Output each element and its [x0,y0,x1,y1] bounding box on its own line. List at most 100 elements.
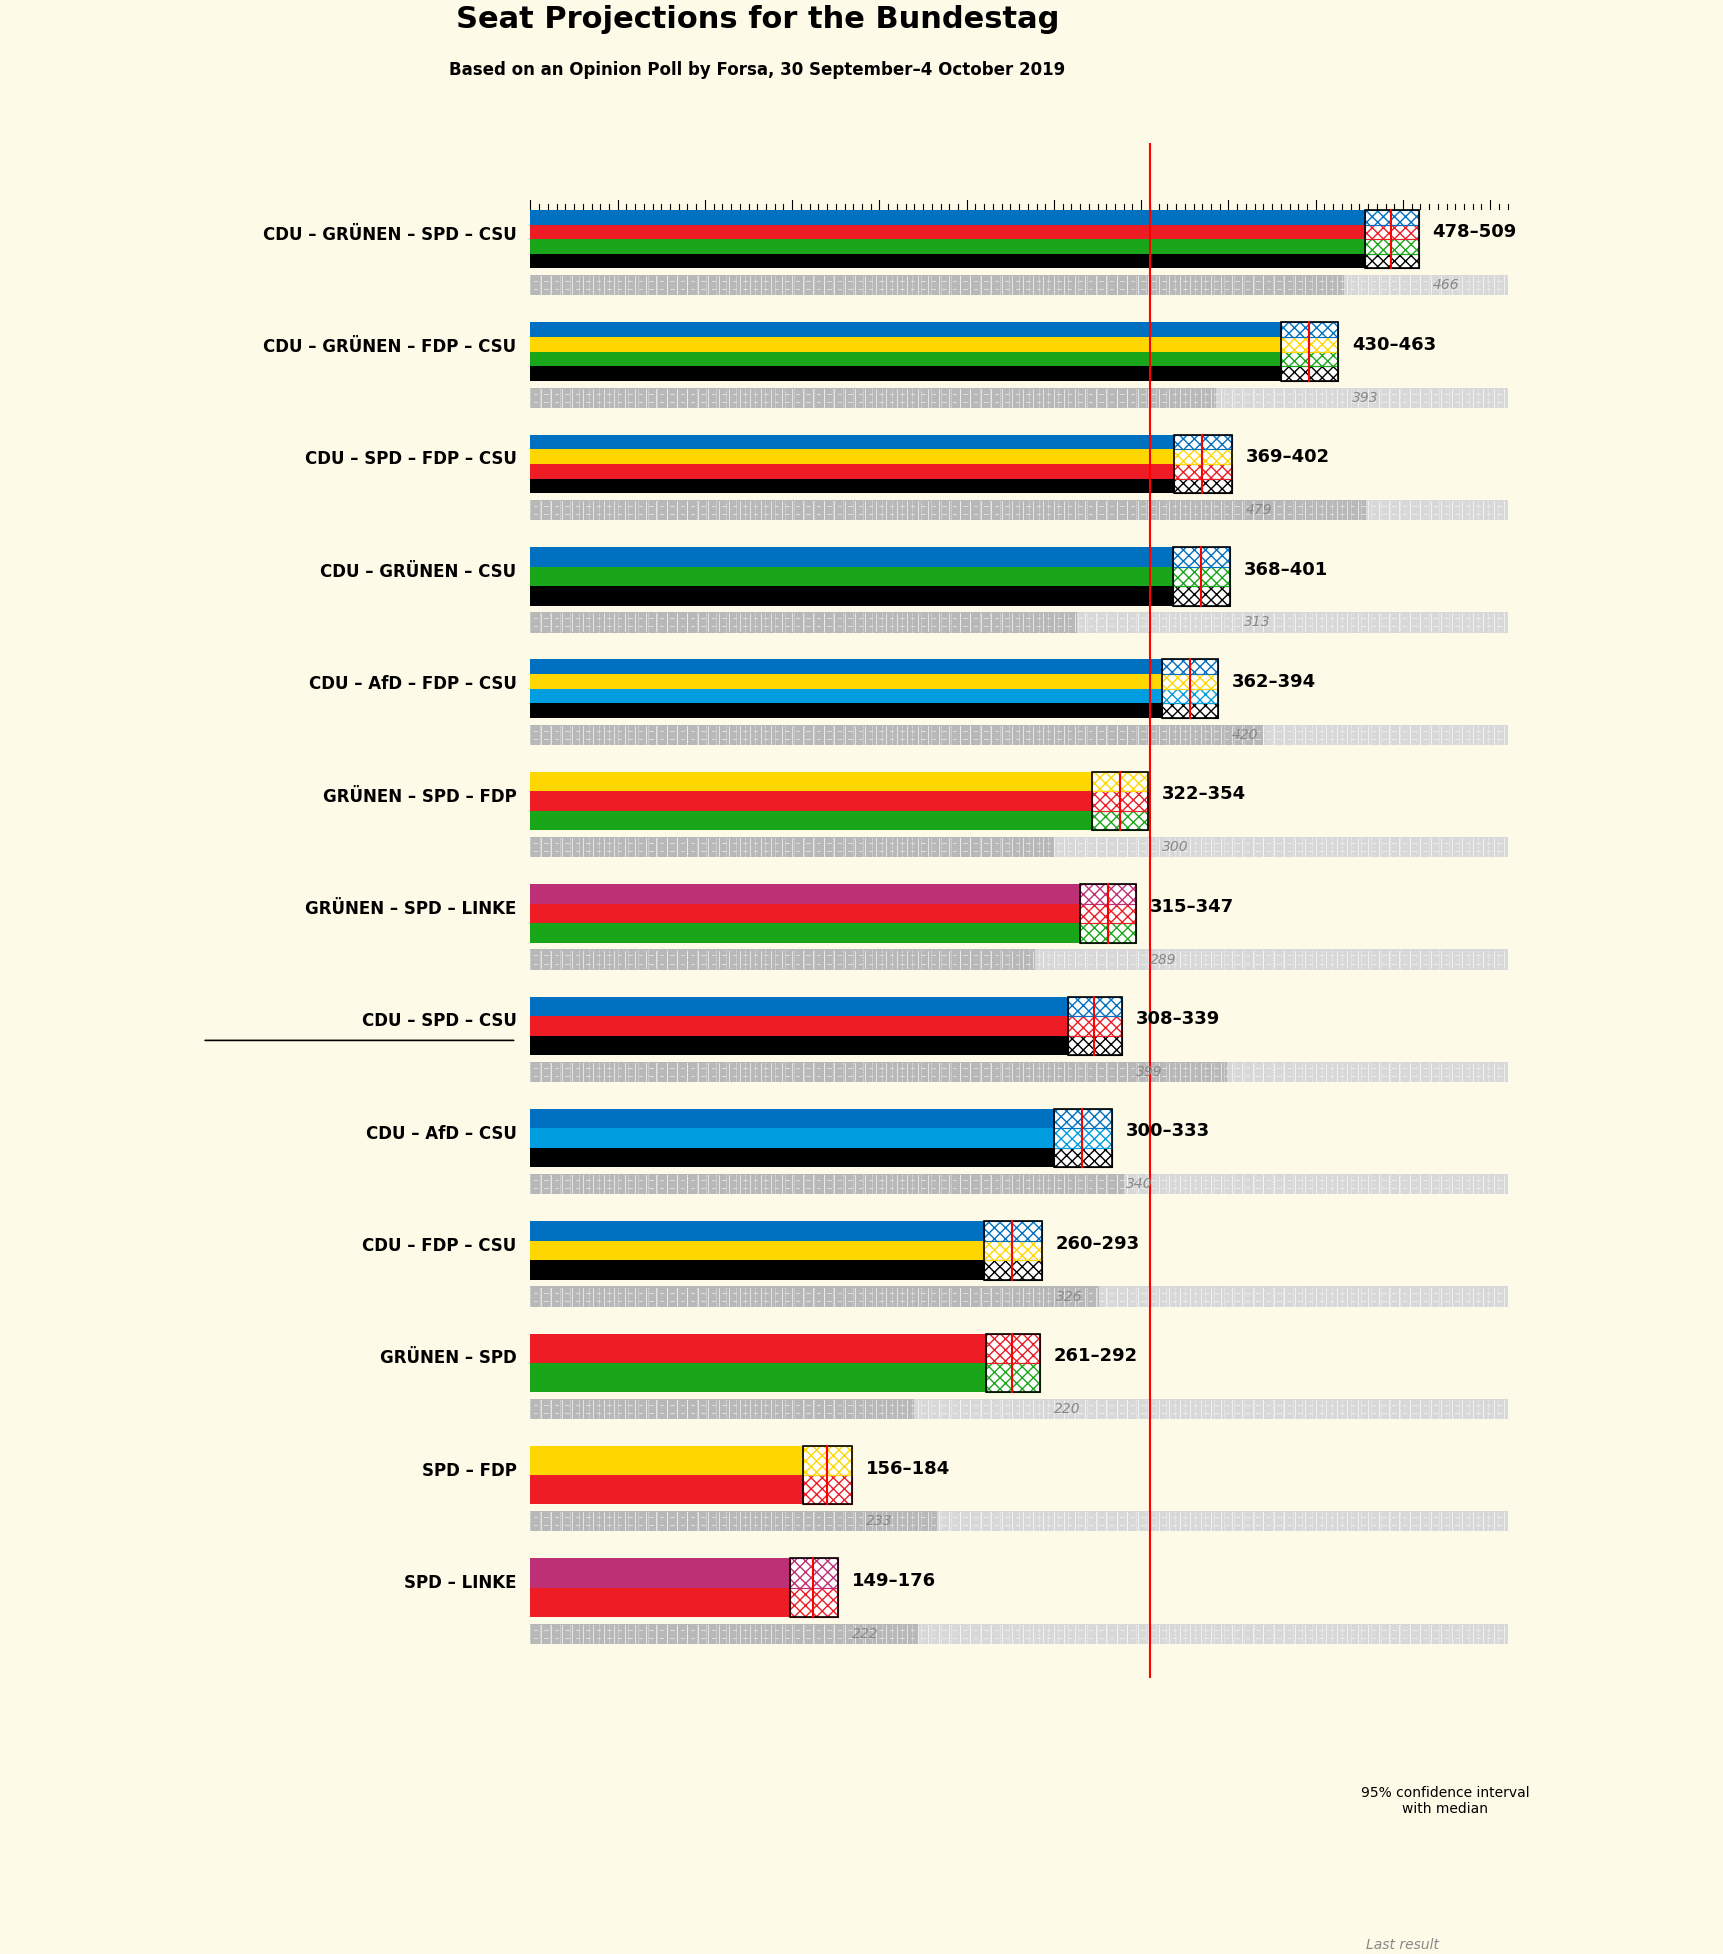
Bar [1172,567,1230,586]
Bar [531,1559,837,1589]
Bar [1339,1829,1454,1868]
Bar [531,387,1215,408]
Bar [1365,225,1418,238]
Text: CDU – GRÜNEN – CSU: CDU – GRÜNEN – CSU [320,563,517,580]
Bar [531,1016,1122,1036]
Bar [531,276,1342,295]
Text: 313: 313 [1244,616,1270,629]
Bar [531,1147,1111,1167]
Bar [1092,772,1148,791]
Bar [531,688,1216,703]
Bar [1080,922,1135,942]
Bar [531,1510,1508,1532]
Bar [531,1624,1508,1643]
Text: 315–347: 315–347 [1149,897,1234,916]
Text: 393: 393 [1351,391,1378,404]
Bar [531,365,1337,381]
Bar [984,1221,1041,1280]
Bar [531,1061,1508,1083]
Bar [531,352,1337,365]
Bar [1172,586,1230,606]
Bar [531,1036,1122,1055]
Bar [1067,997,1122,1055]
Bar [531,903,1135,922]
Text: 260–293: 260–293 [1054,1235,1139,1253]
Bar [531,660,1216,674]
Bar [1280,322,1337,381]
Bar [531,387,1508,408]
Bar [531,1510,937,1532]
Bar [531,238,1418,254]
Bar [1173,434,1232,449]
Bar [531,997,1122,1016]
Bar [803,1475,851,1505]
Bar [791,1559,837,1616]
Bar [1172,547,1230,606]
Bar [984,1221,1041,1241]
Text: CDU – AfD – CSU: CDU – AfD – CSU [365,1126,517,1143]
Bar [1067,997,1122,1055]
Bar [531,1174,1123,1194]
Bar [531,1589,837,1616]
Bar [1173,449,1232,463]
Bar [986,1335,1039,1391]
Text: Last result: Last result [1366,1938,1439,1952]
Bar [803,1446,851,1505]
Bar [1280,322,1337,381]
Bar [531,586,1230,606]
Bar [531,725,1263,744]
Text: 466: 466 [1432,277,1458,293]
Bar [531,209,1418,225]
Bar [986,1335,1039,1362]
Bar [984,1221,1041,1280]
Bar [1280,365,1337,381]
Text: 300–333: 300–333 [1125,1122,1210,1141]
Bar [531,703,1216,717]
Bar [1067,997,1122,1016]
Bar [1280,352,1337,365]
Bar [1161,688,1216,703]
Bar [1080,903,1135,922]
Bar [531,811,1148,830]
Bar [1172,547,1230,606]
Bar [531,1260,1041,1280]
Text: 399: 399 [1135,1065,1161,1079]
Bar [1067,1016,1122,1036]
Bar [1173,479,1232,492]
Bar [986,1335,1039,1391]
Bar [531,1061,1227,1083]
Bar [531,254,1418,268]
Bar [1173,434,1232,492]
Bar [531,1221,1041,1241]
Bar [531,336,1337,352]
Text: SPD – LINKE: SPD – LINKE [403,1575,517,1593]
Text: CDU – GRÜNEN – FDP – CSU: CDU – GRÜNEN – FDP – CSU [264,338,517,356]
Bar [531,674,1216,688]
Bar [984,1241,1041,1260]
Bar [1280,336,1337,352]
Bar [1161,674,1216,688]
Bar [531,922,1135,942]
Bar [531,612,1075,633]
Bar [1280,322,1337,336]
Bar [531,1286,1099,1307]
Bar [791,1589,837,1616]
Text: 369–402: 369–402 [1246,447,1328,467]
Bar [531,1624,917,1643]
Bar [531,772,1148,791]
Bar [1067,1036,1122,1055]
Text: 430–463: 430–463 [1351,336,1435,354]
Bar [531,612,1508,633]
Bar [531,547,1230,567]
Text: 233: 233 [865,1514,891,1528]
Bar [531,500,1366,520]
Text: 222: 222 [851,1626,877,1641]
Text: CDU – SPD – FDP – CSU: CDU – SPD – FDP – CSU [305,451,517,469]
Bar [1173,434,1232,492]
Bar [531,1174,1508,1194]
Bar [531,1475,851,1505]
Bar [1053,1110,1111,1127]
Bar [531,463,1232,479]
Text: 368–401: 368–401 [1244,561,1328,578]
Bar [531,1446,851,1475]
